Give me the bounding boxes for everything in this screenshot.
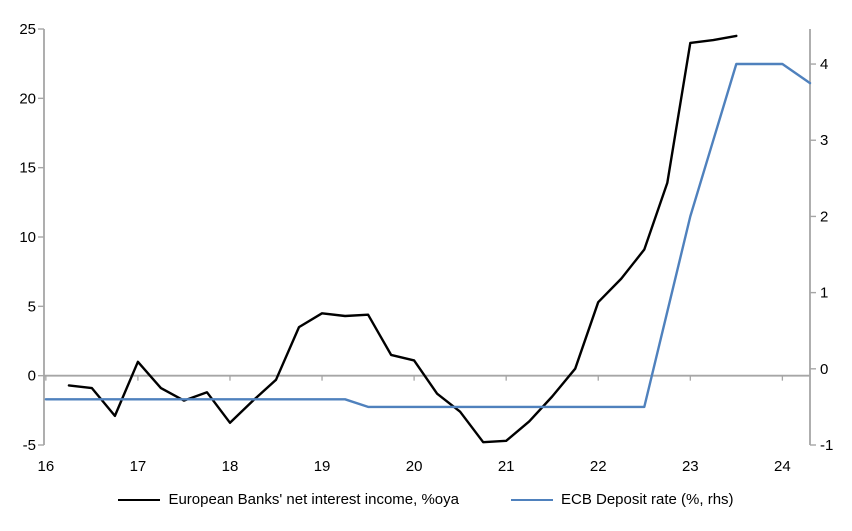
left-axis-tick-label: 5 (28, 298, 36, 315)
x-axis-tick-label: 17 (130, 458, 147, 475)
right-axis-tick-label: 0 (820, 361, 828, 378)
legend: European Banks' net interest income, %oy… (0, 491, 852, 508)
legend-line-swatch-blue (510, 498, 553, 501)
x-axis-tick-label: 22 (590, 458, 607, 475)
x-axis-tick-label: 23 (682, 458, 699, 475)
x-axis: 16 17 18 19 20 21 22 23 24 (37, 374, 810, 475)
x-axis-tick-label: 24 (774, 458, 791, 475)
legend-label-net-interest-income: European Banks' net interest income, %oy… (168, 491, 459, 508)
right-axis-tick-label: 1 (820, 285, 828, 302)
x-axis-tick-label: 20 (406, 458, 423, 475)
right-axis-tick-label: 4 (820, 56, 828, 73)
series-line-ecb-deposit-rate (44, 62, 812, 409)
legend-item-ecb-deposit-rate: ECB Deposit rate (%, rhs) (510, 491, 734, 508)
legend-item-net-interest-income: European Banks' net interest income, %oy… (118, 491, 459, 508)
x-axis-tick-label: 16 (37, 458, 54, 475)
right-axis-tick-label: -1 (820, 437, 833, 454)
legend-line-swatch-black (118, 498, 161, 501)
x-axis-tick-label: 21 (498, 458, 515, 475)
right-axis-tick-label: 3 (820, 132, 828, 149)
x-axis-tick-label: 19 (314, 458, 331, 475)
left-axis-tick-label: 15 (19, 160, 36, 177)
left-axis-tick-label: 0 (28, 368, 36, 385)
y-axis-left: -5 0 5 10 15 20 25 (19, 21, 45, 454)
right-axis-tick-label: 2 (820, 208, 828, 225)
y-axis-right: -1 0 1 2 3 4 (809, 29, 833, 454)
left-axis-tick-label: 10 (19, 229, 36, 246)
left-axis-tick-label: 20 (19, 90, 36, 107)
left-axis-tick-label: 25 (19, 21, 36, 38)
left-axis-tick-label: -5 (23, 437, 36, 454)
x-axis-tick-label: 18 (222, 458, 239, 475)
legend-label-ecb-deposit-rate: ECB Deposit rate (%, rhs) (560, 491, 734, 508)
series-line-net-interest-income (67, 34, 738, 444)
